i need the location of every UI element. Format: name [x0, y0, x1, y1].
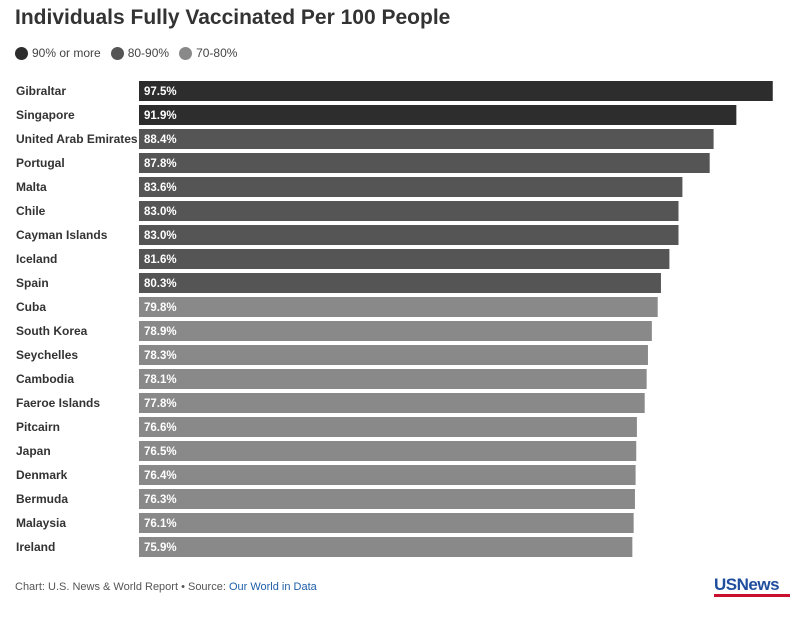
legend-item-90-plus: 90% or more	[15, 46, 101, 60]
bar-singapore[interactable]	[139, 105, 737, 125]
footer-credit: Chart: U.S. News & World Report • Source…	[15, 581, 229, 593]
source-link[interactable]: Our World in Data	[228, 581, 317, 593]
bar-seychelles[interactable]	[139, 345, 648, 365]
category-label-singapore: Singapore	[16, 108, 75, 122]
bar-cuba[interactable]	[139, 297, 658, 317]
legend-swatch-70-80	[179, 46, 193, 60]
bar-denmark[interactable]	[139, 465, 636, 485]
value-label-pitcairn: 76.6%	[144, 422, 177, 434]
bar-pitcairn[interactable]	[139, 417, 637, 437]
value-label-singapore: 91.9%	[144, 110, 177, 122]
bar-chile[interactable]	[139, 201, 679, 221]
category-label-spain: Spain	[16, 276, 49, 290]
usnews-logo[interactable]: USNews	[714, 576, 790, 598]
value-label-cayman-islands: 83.0%	[144, 230, 177, 242]
bar-iceland[interactable]	[139, 249, 670, 269]
category-label-cuba: Cuba	[16, 300, 46, 314]
value-label-spain: 80.3%	[144, 278, 177, 290]
category-label-gibraltar: Gibraltar	[16, 84, 66, 98]
legend-swatch-80-90	[110, 46, 124, 60]
category-label-united-arab-emirates: United Arab Emirates	[16, 132, 138, 146]
value-label-japan: 76.5%	[144, 446, 177, 458]
bar-cayman-islands[interactable]	[139, 225, 679, 245]
category-label-malta: Malta	[16, 180, 47, 194]
bar-spain[interactable]	[139, 273, 661, 293]
chart-title: Individuals Fully Vaccinated Per 100 Peo…	[15, 6, 451, 29]
category-label-pitcairn: Pitcairn	[16, 420, 60, 434]
category-label-cambodia: Cambodia	[16, 372, 74, 386]
legend-swatch-90-plus	[15, 46, 28, 60]
value-label-south-korea: 78.9%	[144, 326, 177, 338]
legend-item-80-90: 80-90%	[110, 46, 170, 60]
category-label-chile: Chile	[16, 204, 46, 218]
bar-portugal[interactable]	[139, 153, 710, 173]
logo-text: USNews	[714, 575, 780, 594]
bar-malaysia[interactable]	[139, 513, 634, 533]
value-label-malta: 83.6%	[144, 182, 177, 194]
footer: Chart: U.S. News & World Report • Source…	[15, 581, 317, 593]
category-label-portugal: Portugal	[16, 156, 65, 170]
value-label-ireland: 75.9%	[144, 542, 177, 554]
category-label-denmark: Denmark	[16, 468, 68, 482]
legend: 90% or more 80-90% 70-80%	[15, 46, 237, 60]
bar-malta[interactable]	[139, 177, 683, 197]
category-label-iceland: Iceland	[16, 252, 57, 266]
value-label-united-arab-emirates: 88.4%	[144, 134, 177, 146]
legend-item-70-80: 70-80%	[179, 46, 237, 60]
value-label-iceland: 81.6%	[144, 254, 177, 266]
value-label-seychelles: 78.3%	[144, 350, 177, 362]
value-label-cuba: 79.8%	[144, 302, 177, 314]
bar-united-arab-emirates[interactable]	[139, 129, 714, 149]
bar-cambodia[interactable]	[139, 369, 647, 389]
category-label-bermuda: Bermuda	[16, 492, 68, 506]
bar-gibraltar[interactable]	[139, 81, 773, 101]
category-label-cayman-islands: Cayman Islands	[16, 228, 108, 242]
value-label-gibraltar: 97.5%	[144, 86, 177, 98]
bar-chart: Gibraltar 97.5% Singapore 91.9% United Arab …	[16, 81, 773, 557]
bar-faeroe-islands[interactable]	[139, 393, 645, 413]
category-label-ireland: Ireland	[16, 540, 55, 554]
value-label-denmark: 76.4%	[144, 470, 177, 482]
bar-japan[interactable]	[139, 441, 637, 461]
category-label-south-korea: South Korea	[16, 324, 88, 338]
bar-ireland[interactable]	[139, 537, 633, 557]
logo-underline	[714, 594, 790, 597]
value-label-malaysia: 76.1%	[144, 518, 177, 530]
category-label-seychelles: Seychelles	[16, 348, 78, 362]
category-label-faeroe-islands: Faeroe Islands	[16, 396, 100, 410]
value-label-portugal: 87.8%	[144, 158, 177, 170]
value-label-cambodia: 78.1%	[144, 374, 177, 386]
bar-bermuda[interactable]	[139, 489, 635, 509]
legend-label-90-plus: 90% or more	[32, 46, 101, 60]
bar-south-korea[interactable]	[139, 321, 652, 341]
value-label-faeroe-islands: 77.8%	[144, 398, 177, 410]
category-label-japan: Japan	[16, 444, 51, 458]
legend-label-80-90: 80-90%	[127, 46, 170, 60]
category-label-malaysia: Malaysia	[16, 516, 66, 530]
value-label-chile: 83.0%	[144, 206, 177, 218]
legend-label-70-80: 70-80%	[196, 46, 238, 60]
value-label-bermuda: 76.3%	[144, 494, 177, 506]
